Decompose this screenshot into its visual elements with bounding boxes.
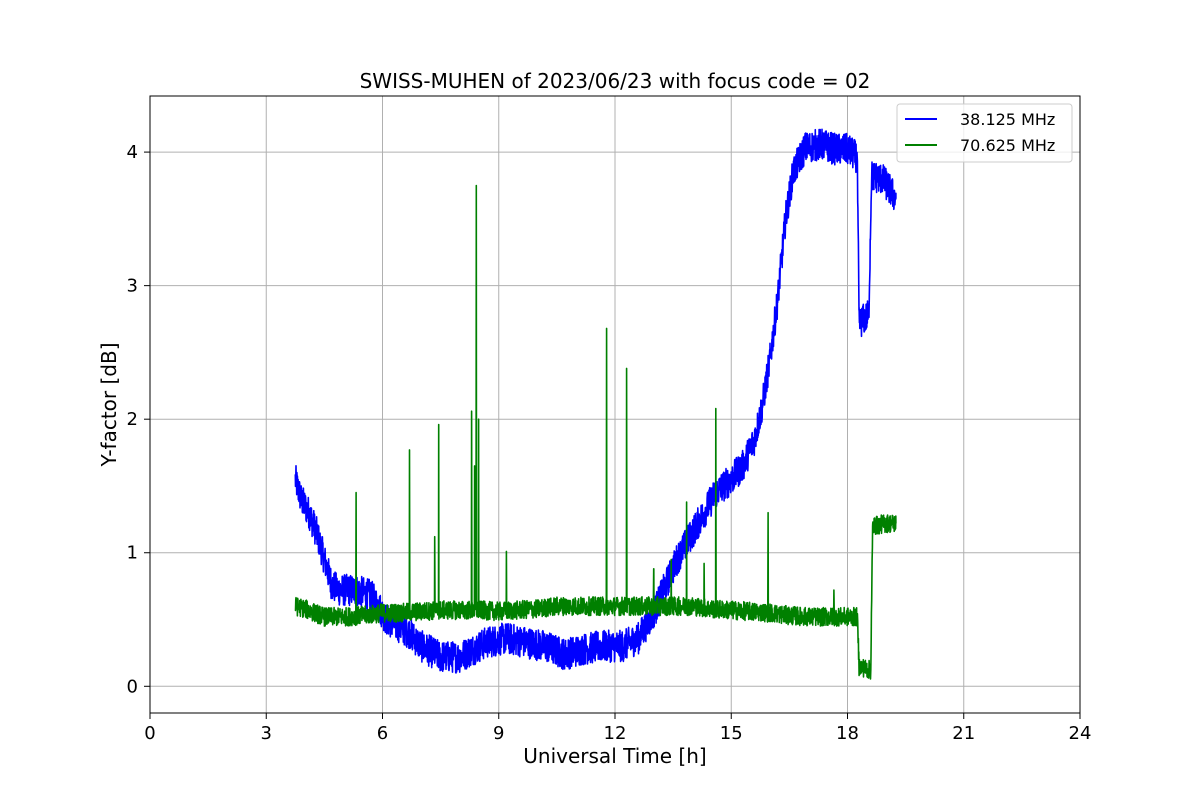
y-tick-label: 4 [127,142,138,163]
x-axis-label: Universal Time [h] [523,744,706,768]
legend-label-70-mhz: 70.625 MHz [960,136,1055,155]
legend-box [896,103,1073,163]
series-line-38-mhz [294,128,897,674]
x-tick-label: 3 [261,723,272,744]
x-tick-label: 0 [144,723,155,744]
y-tick-label: 3 [127,276,138,297]
y-axis-label: Y-factor [dB] [97,342,121,467]
legend: 38.125 MHz 70.625 MHz [896,103,1073,163]
x-tick-label: 15 [720,723,743,744]
x-tick-label: 6 [377,723,388,744]
series-line-70-mhz [294,184,897,680]
x-tick-label: 21 [952,723,975,744]
x-tick-label: 18 [836,723,859,744]
x-tick-label: 9 [493,723,504,744]
y-tick-label: 0 [127,676,138,697]
x-tick-label: 12 [604,723,627,744]
legend-label-38-mhz: 38.125 MHz [960,110,1055,129]
chart-title: SWISS-MUHEN of 2023/06/23 with focus cod… [360,69,871,93]
y-tick-label: 1 [127,543,138,564]
y-tick-label: 2 [127,409,138,430]
x-tick-label: 24 [1069,723,1092,744]
series-lines [294,128,897,680]
